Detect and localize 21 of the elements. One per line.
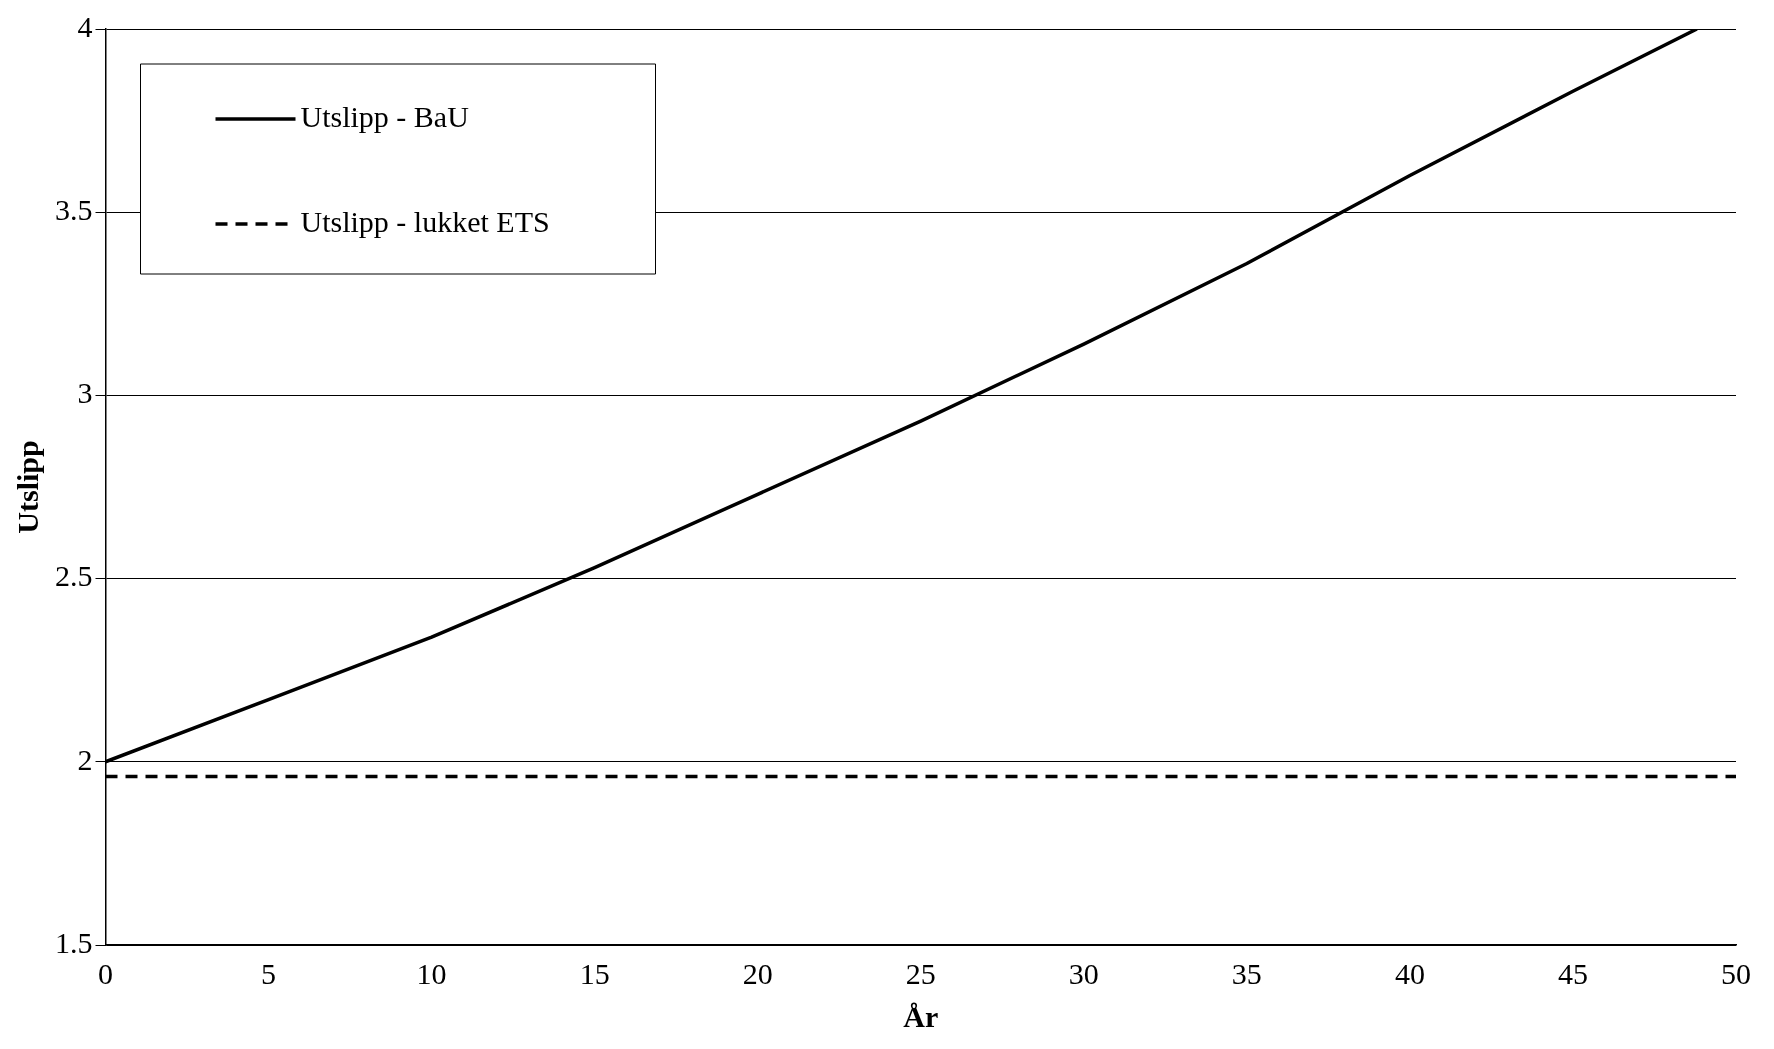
x-tick-label: 40	[1394, 956, 1425, 990]
x-tick-label: 15	[579, 956, 610, 990]
x-tick-label: 35	[1231, 956, 1262, 990]
y-tick-label: 2.5	[55, 559, 93, 593]
x-tick-label: 45	[1557, 956, 1588, 990]
y-tick-label: 2	[77, 742, 93, 776]
y-tick-label: 1.5	[55, 925, 93, 959]
x-tick-label: 0	[98, 956, 113, 990]
x-axis-title: År	[903, 999, 939, 1033]
x-tick-label: 25	[905, 956, 936, 990]
y-tick-label: 3.5	[55, 193, 93, 227]
y-tick-label: 3	[77, 376, 93, 410]
x-tick-label: 5	[261, 956, 277, 990]
x-tick-label: 10	[416, 956, 447, 990]
legend-label: Utslipp - lukket ETS	[300, 204, 550, 238]
y-axis-title: Utslipp	[10, 440, 44, 534]
y-tick-label: 4	[77, 9, 93, 43]
x-tick-label: 50	[1721, 956, 1751, 990]
x-tick-label: 20	[742, 956, 773, 990]
x-tick-label: 30	[1068, 956, 1099, 990]
legend-label: Utslipp - BaU	[300, 99, 470, 133]
